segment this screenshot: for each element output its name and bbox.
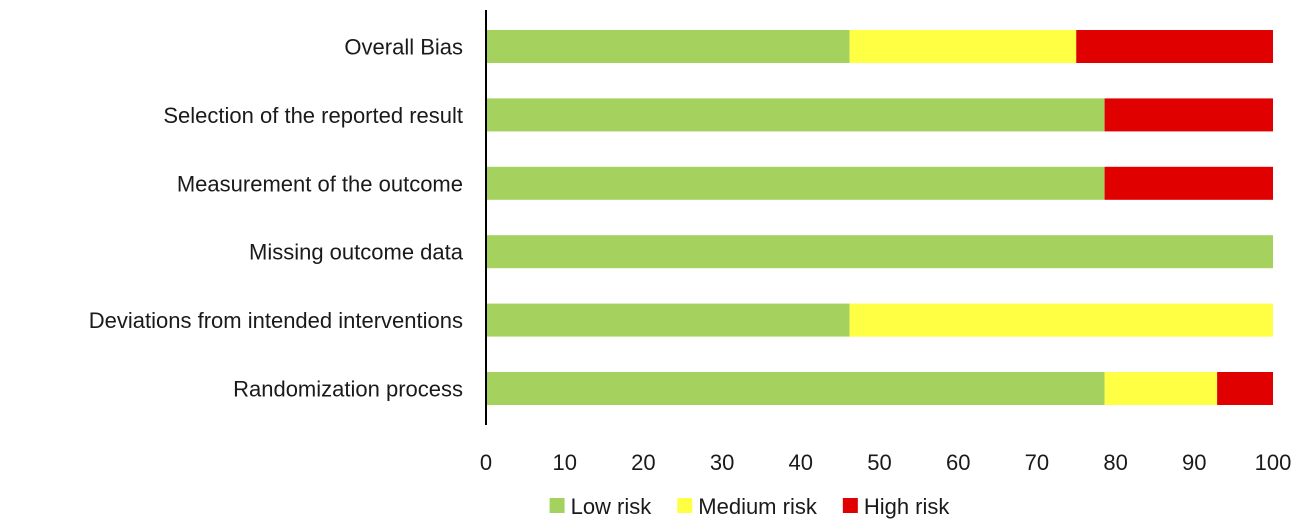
legend-swatch [549, 498, 565, 513]
legend-item-high-risk: High risk [842, 494, 951, 519]
bar-segment-medium-risk [849, 30, 1077, 63]
category-label: Measurement of the outcome [177, 171, 463, 196]
bar-segment-medium-risk [1104, 372, 1218, 405]
x-tick-label: 90 [1182, 450, 1206, 475]
x-tick-label: 70 [1025, 450, 1049, 475]
bar-segment-low-risk [486, 235, 1273, 269]
x-tick-label: 0 [480, 450, 492, 475]
x-tick-label: 80 [1103, 450, 1127, 475]
legend-label: High risk [864, 494, 951, 519]
x-tick-label: 100 [1255, 450, 1292, 475]
legend-item-medium-risk: Medium risk [677, 494, 818, 519]
category-label: Missing outcome data [249, 240, 464, 265]
x-tick-label: 30 [710, 450, 734, 475]
bar-segment-low-risk [486, 98, 1105, 132]
category-label: Selection of the reported result [163, 103, 463, 128]
x-tick-label: 20 [631, 450, 655, 475]
legend-swatch [842, 498, 858, 513]
x-tick-label: 50 [867, 450, 891, 475]
bar-segment-high-risk [1104, 98, 1273, 132]
bars-layer [486, 30, 1273, 405]
category-labels: Overall Bias Selection of the reported re… [89, 35, 464, 402]
bar-segment-low-risk [486, 303, 850, 337]
bar-segment-high-risk [1076, 30, 1273, 63]
category-label: Deviations from intended interventions [89, 308, 463, 333]
bar-segment-high-risk [1217, 372, 1273, 405]
category-label: Randomization process [233, 377, 463, 402]
bar-segment-low-risk [486, 166, 1105, 200]
x-axis-ticks: 0 10 20 30 40 50 60 70 80 90 100 [480, 450, 1291, 475]
bar-segment-medium-risk [849, 303, 1273, 337]
legend-item-low-risk: Low risk [549, 494, 653, 519]
bar-segment-high-risk [1104, 166, 1273, 200]
legend-swatch [677, 498, 693, 513]
legend-label: Medium risk [698, 494, 818, 519]
legend: Low risk Medium risk High risk [549, 494, 951, 519]
bar-segment-low-risk [486, 30, 850, 63]
bar-segment-low-risk [486, 372, 1105, 405]
category-label: Overall Bias [344, 35, 463, 60]
x-tick-label: 10 [552, 450, 576, 475]
x-tick-label: 60 [946, 450, 970, 475]
legend-label: Low risk [571, 494, 653, 519]
x-tick-label: 40 [789, 450, 813, 475]
